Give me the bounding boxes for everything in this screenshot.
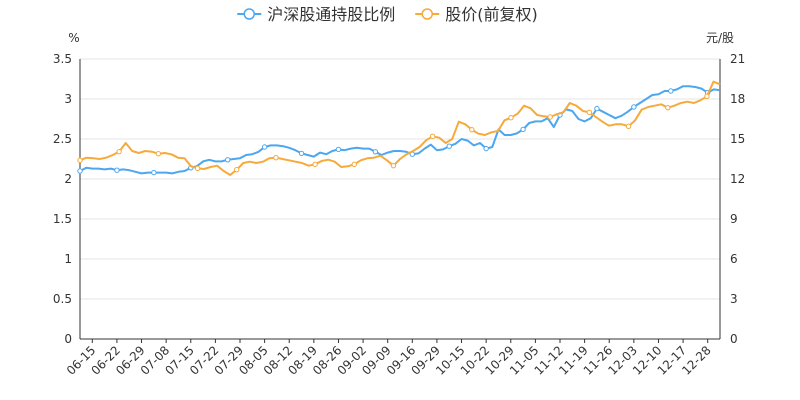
data-point [273,154,279,161]
legend-label: 沪深股通持股比例 [267,5,395,24]
data-point [446,143,452,149]
data-point [372,149,379,155]
series-1 [77,80,721,176]
series-line [79,85,721,175]
y-left-tick-label: 0 [64,332,72,346]
data-point [224,157,231,163]
data-point [298,150,305,157]
data-point [77,168,83,174]
legend-item-1[interactable]: 股价(前复权) [415,5,538,24]
data-point [429,133,436,140]
data-point [77,157,83,164]
data-point [390,162,397,169]
data-point [625,123,632,130]
data-point [116,148,122,155]
data-point [151,169,157,176]
data-point [520,126,526,133]
data-point [469,126,475,133]
data-point [312,161,318,168]
y-right-unit: 元/股 [706,31,734,45]
legend[interactable]: 沪深股通持股比例 股价(前复权) [237,5,538,24]
data-point [547,114,553,120]
series-line [79,80,721,176]
data-point [631,104,637,110]
y-left-unit: % [68,31,79,45]
y-left-tick-label: 2.5 [53,132,72,146]
data-point [483,145,489,152]
series-0 [77,85,721,176]
legend-marker [243,8,255,20]
data-point [665,104,671,111]
gridlines [80,58,720,300]
y-right-tick-label: 6 [730,252,738,266]
y-right-tick-label: 21 [730,52,745,66]
data-point [351,161,357,168]
y-left-tick-label: 0.5 [53,292,72,306]
data-point [508,114,514,121]
y-right-tick-label: 12 [730,172,745,186]
data-point [594,105,600,112]
y-right-tick-label: 15 [730,132,745,146]
legend-label: 股价(前复权) [445,5,538,24]
y-left-tick-label: 3 [64,92,72,106]
data-point [261,144,268,150]
data-point [668,88,674,94]
y-left-tick-label: 1.5 [53,212,72,226]
y-left-tick-label: 2 [64,172,72,186]
data-point [335,146,342,153]
data-point [194,165,201,172]
data-point [234,166,240,173]
y-right-tick-label: 9 [730,212,738,226]
data-point [704,93,710,100]
y-left-tick-label: 3.5 [53,52,72,66]
y-right-tick-label: 3 [730,292,738,306]
series-layer [77,80,721,176]
legend-item-0[interactable]: 沪深股通持股比例 [237,5,395,24]
data-point [155,150,162,157]
data-point [586,109,593,116]
y-right-tick-label: 18 [730,92,745,106]
y-left-tick-label: 1 [64,252,72,266]
data-point [114,167,120,173]
legend-marker [421,8,433,20]
y-right-tick-label: 0 [730,332,738,346]
